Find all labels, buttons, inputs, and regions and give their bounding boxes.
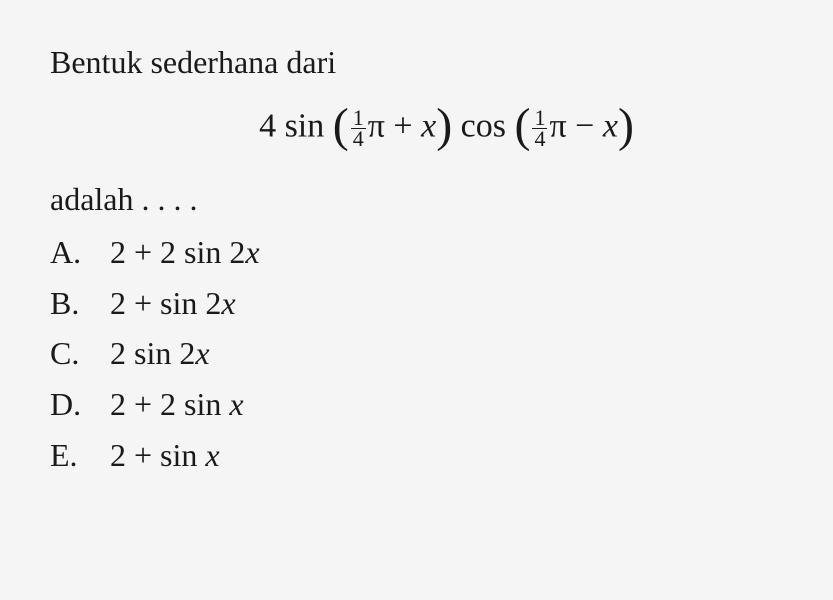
function-sin: sin (285, 107, 325, 144)
function-cos: cos (461, 107, 506, 144)
operator-plus: + (393, 107, 412, 144)
coefficient: 4 (259, 107, 276, 144)
fraction-2: 14 (532, 108, 547, 149)
question-intro: Bentuk sederhana dari (50, 40, 783, 85)
math-expression: 4 sin (14π + x) cos (14π − x) (110, 95, 783, 162)
option-b: B. 2 + sin 2x (50, 281, 783, 326)
variable-x-1: x (421, 107, 436, 144)
option-label-b: B. (50, 281, 110, 326)
question-prompt: adalah . . . . (50, 177, 783, 222)
option-label-e: E. (50, 433, 110, 478)
option-label-a: A. (50, 230, 110, 275)
open-paren-1: ( (333, 99, 349, 152)
open-paren-2: ( (515, 99, 531, 152)
option-text-d: 2 + 2 sin x (110, 382, 783, 427)
option-text-a: 2 + 2 sin 2x (110, 230, 783, 275)
option-e: E. 2 + sin x (50, 433, 783, 478)
denominator-1: 4 (351, 129, 366, 149)
option-c: C. 2 sin 2x (50, 331, 783, 376)
options-list: A. 2 + 2 sin 2x B. 2 + sin 2x C. 2 sin 2… (50, 230, 783, 478)
option-text-c: 2 sin 2x (110, 331, 783, 376)
pi-2: π (549, 107, 566, 144)
variable-x-2: x (603, 107, 618, 144)
option-a: A. 2 + 2 sin 2x (50, 230, 783, 275)
operator-minus: − (575, 107, 594, 144)
option-label-d: D. (50, 382, 110, 427)
option-label-c: C. (50, 331, 110, 376)
denominator-2: 4 (532, 129, 547, 149)
close-paren-2: ) (618, 99, 634, 152)
option-text-e: 2 + sin x (110, 433, 783, 478)
pi-1: π (368, 107, 385, 144)
fraction-1: 14 (351, 108, 366, 149)
option-d: D. 2 + 2 sin x (50, 382, 783, 427)
option-text-b: 2 + sin 2x (110, 281, 783, 326)
close-paren-1: ) (436, 99, 452, 152)
